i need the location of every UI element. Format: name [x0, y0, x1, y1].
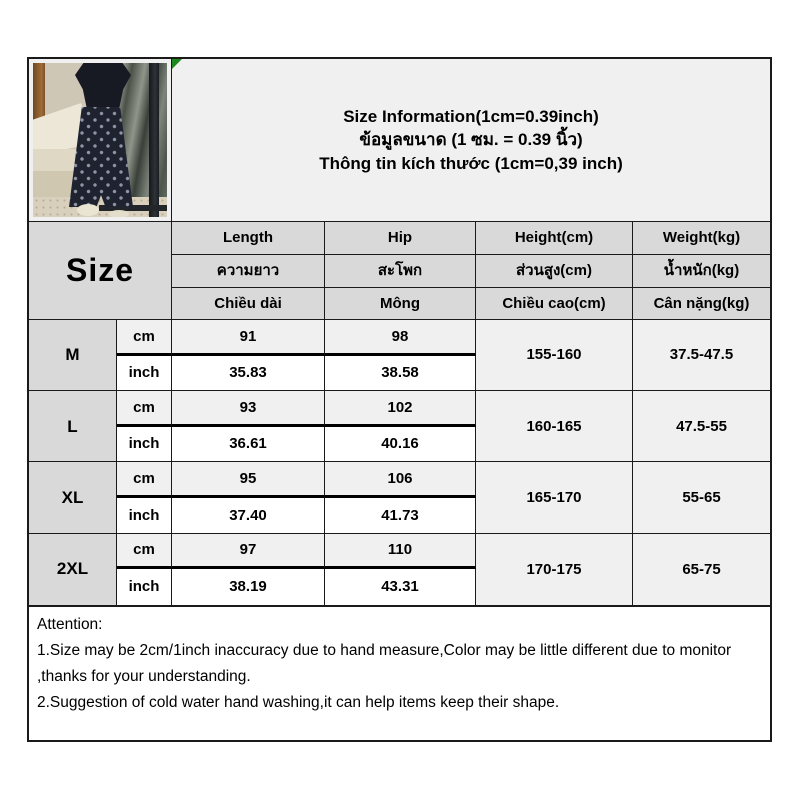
row-xl-unit-cm: cm: [117, 462, 172, 498]
row-m-weight: 37.5-47.5: [633, 320, 770, 392]
row-xl-length-inch: 37.40: [172, 497, 325, 534]
slipper-left: [77, 204, 99, 216]
header-length-en: Length: [172, 222, 325, 255]
row-m-length-inch: 35.83: [172, 355, 325, 392]
slipper-right: [109, 210, 129, 217]
row-xl-weight: 55-65: [633, 462, 770, 534]
door-frame-bar: [149, 63, 159, 217]
row-l-hip-inch: 40.16: [325, 426, 476, 463]
title-line-th: ข้อมูลขนาด (1 ซม. = 0.39 นิ้ว): [359, 130, 583, 150]
attention-heading: Attention:: [37, 616, 103, 633]
row-2xl-size: 2XL: [29, 533, 117, 605]
row-2xl-hip-inch: 43.31: [325, 569, 476, 605]
attention-note-2: 2.Suggestion of cold water hand washing,…: [37, 694, 560, 711]
header-weight-th: น้ำหนัก(kg): [633, 255, 770, 288]
row-xl-unit-inch: inch: [117, 497, 172, 534]
header-height-vi: Chiều cao(cm): [476, 288, 633, 320]
row-l-height: 160-165: [476, 391, 633, 463]
door-bottom-rail: [99, 205, 167, 211]
row-2xl-length-inch: 38.19: [172, 569, 325, 605]
header-hip-vi: Mông: [325, 288, 476, 320]
row-2xl-weight: 65-75: [633, 533, 770, 605]
row-m-length-cm: 91: [172, 320, 325, 356]
header-length-th: ความยาว: [172, 255, 325, 288]
row-m-hip-cm: 98: [325, 320, 476, 356]
row-xl-hip-inch: 41.73: [325, 497, 476, 534]
row-l-hip-cm: 102: [325, 391, 476, 427]
cell-flag-icon: [172, 59, 182, 69]
header-length-vi: Chiều dài: [172, 288, 325, 320]
wood-panel: [33, 63, 45, 125]
row-l-length-inch: 36.61: [172, 426, 325, 463]
header-hip-th: สะโพก: [325, 255, 476, 288]
row-l-size: L: [29, 391, 117, 463]
product-photo: [33, 63, 167, 217]
row-m-hip-inch: 38.58: [325, 355, 476, 392]
row-2xl-length-cm: 97: [172, 533, 325, 570]
row-m-height: 155-160: [476, 320, 633, 392]
row-l-weight: 47.5-55: [633, 391, 770, 463]
size-chart-table: Size Information(1cm=0.39inch) ข้อมูลขนา…: [27, 57, 772, 607]
row-m-size: M: [29, 320, 117, 392]
row-xl-length-cm: 95: [172, 462, 325, 498]
title-cell: Size Information(1cm=0.39inch) ข้อมูลขนา…: [172, 59, 770, 222]
row-2xl-unit-inch: inch: [117, 569, 172, 605]
row-xl-height: 165-170: [476, 462, 633, 534]
row-l-unit-cm: cm: [117, 391, 172, 427]
header-weight-en: Weight(kg): [633, 222, 770, 255]
row-xl-size: XL: [29, 462, 117, 534]
header-hip-en: Hip: [325, 222, 476, 255]
row-xl-hip-cm: 106: [325, 462, 476, 498]
row-l-unit-inch: inch: [117, 426, 172, 463]
header-weight-vi: Cân nặng(kg): [633, 288, 770, 320]
product-photo-cell: [29, 59, 172, 222]
row-2xl-unit-cm: cm: [117, 533, 172, 570]
row-2xl-height: 170-175: [476, 533, 633, 605]
row-l-length-cm: 93: [172, 391, 325, 427]
row-2xl-hip-cm: 110: [325, 533, 476, 570]
size-header-cell: Size: [29, 222, 172, 320]
header-height-en: Height(cm): [476, 222, 633, 255]
header-height-th: ส่วนสูง(cm): [476, 255, 633, 288]
row-m-unit-cm: cm: [117, 320, 172, 356]
row-m-unit-inch: inch: [117, 355, 172, 392]
title-line-en: Size Information(1cm=0.39inch): [343, 106, 599, 126]
title-line-vi: Thông tin kích thước (1cm=0,39 inch): [319, 153, 623, 173]
attention-box: Attention: 1.Size may be 2cm/1inch inacc…: [27, 605, 772, 742]
attention-note-1: 1.Size may be 2cm/1inch inaccuracy due t…: [37, 642, 732, 685]
